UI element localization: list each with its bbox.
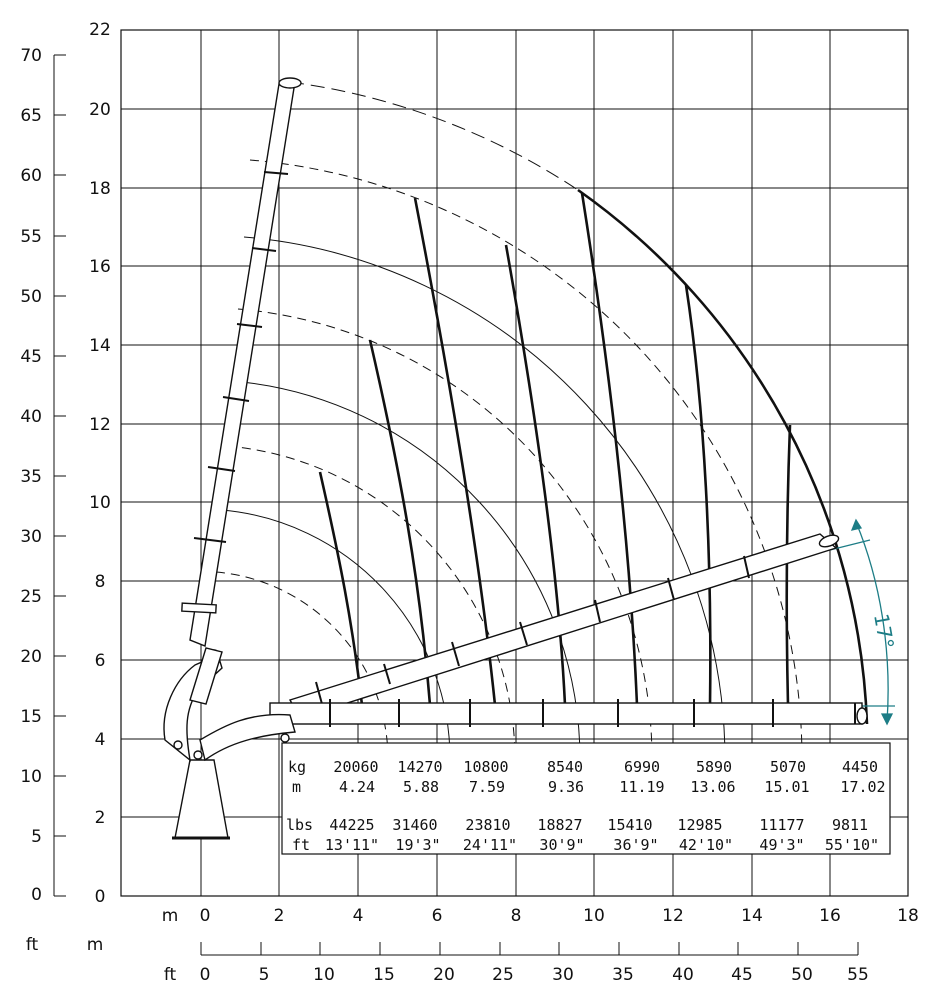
m-tick-label: 8 xyxy=(95,572,106,592)
lbs-cell: 18827 xyxy=(537,816,582,834)
ft-tick-label: 65 xyxy=(20,106,42,126)
m-x-tick-label: 14 xyxy=(741,906,763,926)
lbs-cell: 23810 xyxy=(465,816,510,834)
kg-cell: 6990 xyxy=(624,758,660,776)
ft-cell: 24'11" xyxy=(463,836,517,854)
ft-x-tick-label: 10 xyxy=(313,965,335,985)
m-cell: 11.19 xyxy=(619,778,664,796)
lbs-cell: 12985 xyxy=(677,816,722,834)
m-cell: 15.01 xyxy=(764,778,809,796)
lbs-cell: 15410 xyxy=(607,816,652,834)
m-tick-label: 6 xyxy=(95,651,106,671)
m-cell: 4.24 xyxy=(339,778,375,796)
kg-row-label: kg xyxy=(288,758,306,776)
m-cell: 5.88 xyxy=(403,778,439,796)
ft-cell: 13'11" xyxy=(325,836,379,854)
m-cell: 17.02 xyxy=(840,778,885,796)
ft-x-tick-label: 25 xyxy=(492,965,514,985)
angle-label: 17° xyxy=(869,612,899,651)
ft-tick-label: 0 xyxy=(31,885,42,905)
x-axis-m-corner-unit: m xyxy=(87,935,104,955)
ft-x-tick-label: 45 xyxy=(731,965,753,985)
m-tick-label: 16 xyxy=(89,257,111,277)
m-cell: 13.06 xyxy=(690,778,735,796)
ft-tick-label: 40 xyxy=(20,407,42,427)
y-axis-m: 22 20 18 16 14 12 10 8 6 4 2 0 xyxy=(89,20,111,907)
ft-tick-label: 50 xyxy=(20,287,42,307)
m-tick-label: 22 xyxy=(89,20,111,40)
m-tick-label: 0 xyxy=(95,887,106,907)
m-tick-label: 20 xyxy=(89,100,111,120)
kg-cell: 14270 xyxy=(397,758,442,776)
lbs-cell: 9811 xyxy=(832,816,868,834)
m-x-tick-label: 6 xyxy=(432,906,443,926)
ft-tick-label: 45 xyxy=(20,347,42,367)
m-x-tick-label: 0 xyxy=(200,906,211,926)
ft-x-tick-label: 5 xyxy=(259,965,270,985)
m-x-tick-label: 2 xyxy=(274,906,285,926)
ft-x-tick-label: 30 xyxy=(552,965,574,985)
x-axis-m-unit: m xyxy=(162,906,179,926)
lbs-cell: 31460 xyxy=(392,816,437,834)
ft-tick-label: 15 xyxy=(20,707,42,727)
kg-cell: 8540 xyxy=(547,758,583,776)
ft-row-label: ft xyxy=(292,836,310,854)
load-table: kg m lbs ft 20060 14270 10800 8540 6990 … xyxy=(281,742,891,855)
m-tick-label: 12 xyxy=(89,415,111,435)
kg-cell: 10800 xyxy=(463,758,508,776)
ft-x-tick-label: 15 xyxy=(373,965,395,985)
ft-x-tick-label: 0 xyxy=(200,965,211,985)
kg-cell: 5890 xyxy=(696,758,732,776)
ft-cell: 36'9" xyxy=(613,836,658,854)
ft-x-tick-label: 20 xyxy=(433,965,455,985)
lbs-cell: 11177 xyxy=(759,816,804,834)
m-cell: 7.59 xyxy=(469,778,505,796)
m-x-tick-label: 18 xyxy=(897,906,919,926)
m-tick-label: 10 xyxy=(89,493,111,513)
x-axis-m: m 0 2 4 6 8 10 12 14 16 18 xyxy=(162,906,919,926)
m-tick-label: 2 xyxy=(95,808,106,828)
x-axis-ft: m ft 0 5 10 15 20 25 30 35 40 45 50 55 xyxy=(87,935,869,985)
kg-cell: 5070 xyxy=(770,758,806,776)
y-axis-ft: 70 65 60 55 50 45 40 35 30 25 20 15 10 5… xyxy=(20,46,66,955)
m-x-tick-label: 4 xyxy=(353,906,364,926)
lbs-row-label: lbs xyxy=(286,816,313,834)
m-x-tick-label: 16 xyxy=(819,906,841,926)
ft-axis-unit: ft xyxy=(26,935,39,955)
ft-x-tick-label: 50 xyxy=(791,965,813,985)
m-tick-label: 18 xyxy=(89,179,111,199)
ft-cell: 30'9" xyxy=(539,836,584,854)
m-x-tick-label: 10 xyxy=(583,906,605,926)
ft-cell: 49'3" xyxy=(759,836,804,854)
m-x-tick-label: 8 xyxy=(511,906,522,926)
reach-arcs xyxy=(215,81,869,761)
ft-tick-label: 60 xyxy=(20,166,42,186)
ft-tick-label: 70 xyxy=(20,46,42,66)
ft-tick-label: 30 xyxy=(20,527,42,547)
ft-x-tick-label: 35 xyxy=(612,965,634,985)
lbs-cell: 44225 xyxy=(329,816,374,834)
ft-cell: 42'10" xyxy=(679,836,733,854)
m-x-tick-label: 12 xyxy=(662,906,684,926)
ft-tick-label: 35 xyxy=(20,467,42,487)
m-tick-label: 4 xyxy=(95,730,106,750)
m-tick-label: 14 xyxy=(89,336,111,356)
ft-tick-label: 25 xyxy=(20,587,42,607)
ft-x-tick-label: 55 xyxy=(847,965,869,985)
ft-tick-label: 10 xyxy=(20,767,42,787)
crane-drawing xyxy=(163,77,868,840)
kg-cell: 20060 xyxy=(333,758,378,776)
ft-cell: 19'3" xyxy=(395,836,440,854)
ft-x-tick-label: 40 xyxy=(672,965,694,985)
kg-cell: 4450 xyxy=(842,758,878,776)
ft-tick-label: 5 xyxy=(31,827,42,847)
m-row-label: m xyxy=(292,778,301,796)
m-cell: 9.36 xyxy=(548,778,584,796)
ft-tick-label: 20 xyxy=(20,647,42,667)
ft-cell: 55'10" xyxy=(825,836,879,854)
ft-tick-label: 55 xyxy=(20,227,42,247)
x-axis-ft-unit: ft xyxy=(164,965,177,985)
